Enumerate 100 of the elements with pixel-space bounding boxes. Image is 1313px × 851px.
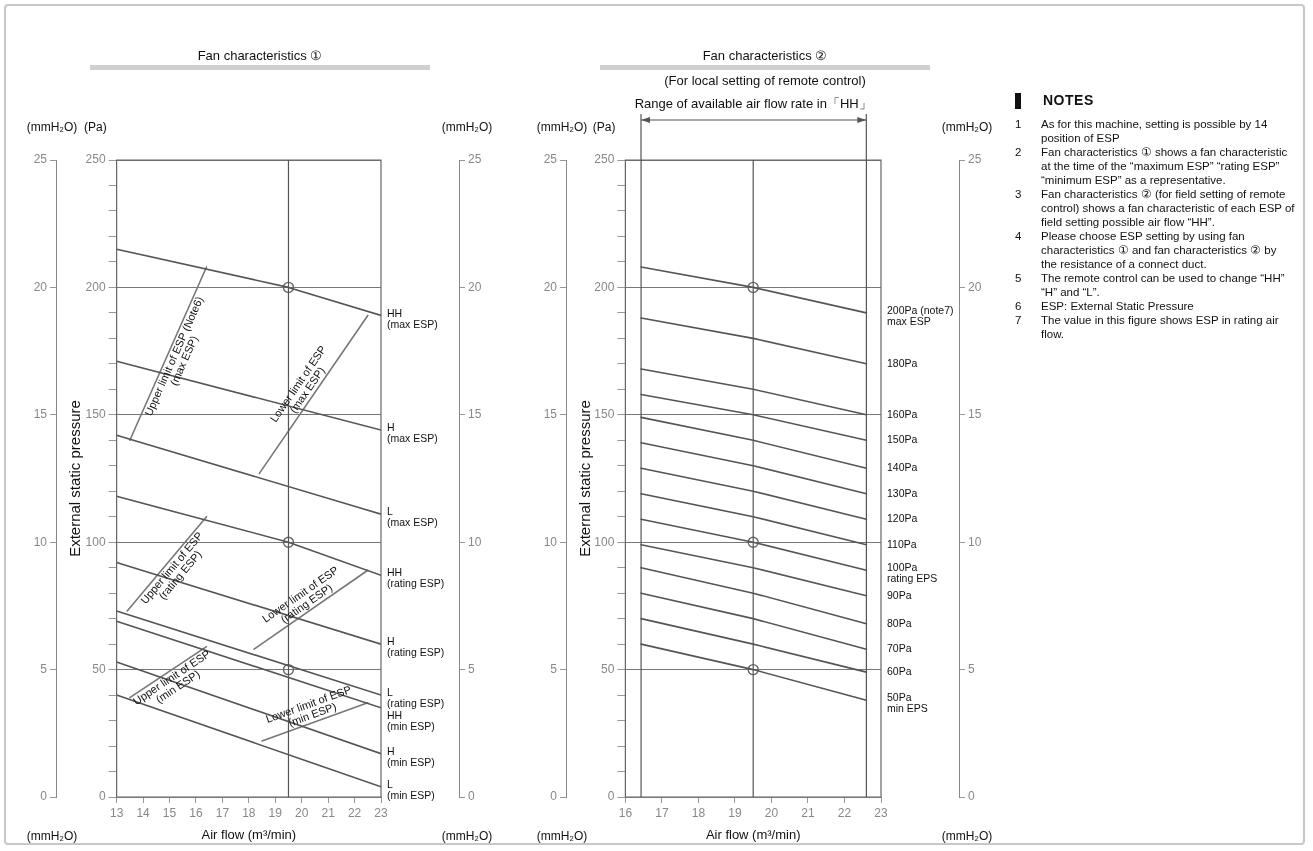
y2-tick-label: 15	[33, 407, 48, 422]
y2-tick-label: 20	[33, 279, 48, 294]
y-tick-label: 200	[594, 279, 615, 294]
x-tick-label: 17	[215, 805, 230, 820]
y3-tick-label: 20	[468, 279, 482, 294]
x-tick-label: 20	[295, 805, 309, 820]
y2-axis-title: (mmH₂O)	[26, 120, 78, 135]
y3-axis-title: (mmH₂O)	[941, 120, 993, 135]
series-label: H (rating ESP)	[387, 635, 445, 659]
series-label: H (max ESP)	[387, 421, 438, 445]
text: 5 The remote control can be used to change “HH” “H” and “L”.	[1015, 272, 1285, 299]
text: NOTES	[1043, 92, 1094, 108]
y-tick-label: 250	[594, 152, 615, 167]
y-tick-label: 100	[85, 534, 106, 549]
series-label: 100Pa rating EPS	[887, 561, 938, 585]
y2-tick-label: 15	[543, 407, 558, 422]
y3-tick-label: 10	[468, 534, 482, 549]
series-label: L (rating ESP)	[387, 686, 445, 710]
series-label: 110Pa	[887, 537, 917, 550]
x-tick-label: 14	[136, 805, 151, 820]
y3-tick-label: 20	[968, 279, 982, 294]
x-tick-label: 15	[162, 805, 177, 820]
text: (mmH₂O)	[26, 829, 78, 844]
y3-tick-label: 10	[968, 534, 982, 549]
series-label: 90Pa	[887, 588, 912, 601]
x-tick-label: 16	[189, 805, 203, 820]
text: (mmH₂O)	[536, 829, 588, 844]
y2-tick-label: 10	[33, 534, 48, 549]
x-tick-label: 16	[618, 805, 633, 820]
y-tick-label: 0	[98, 789, 106, 804]
series-label: 140Pa	[887, 461, 918, 474]
series-label: L (max ESP)	[387, 505, 438, 529]
series-label: H (min ESP)	[387, 744, 435, 768]
y2-tick-label: 0	[40, 789, 48, 804]
series-label: 200Pa (note7) max ESP	[887, 304, 954, 328]
x-tick-label: 18	[691, 805, 706, 820]
series-label: 120Pa	[887, 512, 918, 525]
chart-title: Fan characteristics ①	[90, 48, 430, 70]
series-label: HH (rating ESP)	[387, 566, 445, 590]
y3-tick-label: 0	[468, 789, 475, 804]
x-tick-label: 23	[374, 805, 388, 820]
x-tick-label: 17	[655, 805, 669, 820]
text: 1 As for this machine, setting is possible by 14 position of ESP	[1015, 118, 1268, 145]
y3-tick-label: 5	[968, 661, 975, 676]
x-tick-label: 20	[764, 805, 779, 820]
y3-tick-label: 25	[968, 152, 982, 167]
y-tick-label: 100	[594, 534, 615, 549]
x-axis-title: Air flow (m³/min)	[705, 826, 801, 842]
x-tick-label: 23	[874, 805, 888, 820]
series-label: 180Pa	[887, 356, 918, 369]
series-label: HH (max ESP)	[387, 306, 438, 330]
chart-title: Fan characteristics ②	[600, 48, 930, 70]
y3-axis-title: (mmH₂O)	[441, 120, 493, 135]
x-tick-label: 19	[268, 805, 283, 820]
x-axis-title: Air flow (m³/min)	[201, 826, 297, 842]
y2-tick-label: 25	[543, 152, 558, 167]
x-tick-label: 21	[321, 805, 336, 820]
series-label: 130Pa	[887, 486, 918, 499]
x-tick-label: 18	[242, 805, 256, 820]
y3-tick-label: 15	[968, 407, 982, 422]
y3-tick-label: 25	[468, 152, 482, 167]
text: (Pa)	[592, 120, 616, 135]
y2-tick-label: 25	[33, 152, 48, 167]
text: 7 The value in this figure shows ESP in rating air flow.	[1015, 314, 1279, 341]
series-label: 80Pa	[887, 616, 912, 629]
y-tick-label: 0	[607, 789, 615, 804]
x-tick-label: 19	[728, 805, 742, 820]
series-label: L (min ESP)	[387, 777, 435, 801]
text: Lower limit of ESP (min ESP)	[264, 683, 353, 729]
y3-tick-label: 15	[468, 407, 482, 422]
series-label: HH (min ESP)	[387, 709, 435, 733]
y2-tick-label: 10	[543, 534, 558, 549]
chart-subtitle: (For local setting of remote control)	[663, 73, 867, 88]
text: (Pa)	[83, 120, 107, 135]
y3-tick-label: 5	[468, 661, 475, 676]
y2-tick-label: 0	[550, 789, 558, 804]
text: 3 Fan characteristics ② (for field setting of remote control) shows a fan characteristic of each ESP of field setting possible air flow “HH”.	[1015, 188, 1295, 229]
y3-tick-label: 0	[968, 789, 975, 804]
x-tick-label: 22	[347, 805, 362, 820]
y-tick-label: 50	[92, 661, 106, 676]
y-tick-label: 200	[85, 279, 106, 294]
text: (mmH₂O)	[941, 829, 993, 844]
series-label: 50Pa min EPS	[887, 691, 928, 715]
x-tick-label: 13	[109, 805, 124, 820]
text: Range of available air flow rate in「HH」	[634, 95, 872, 111]
y2-axis-title: (mmH₂O)	[536, 120, 588, 135]
x-tick-label: 21	[801, 805, 815, 820]
y-axis-title: External static pressure	[576, 400, 594, 557]
x-tick-label: 22	[837, 805, 852, 820]
series-label: 150Pa	[887, 433, 918, 446]
y2-tick-label: 5	[550, 661, 558, 676]
series-label: 160Pa	[887, 407, 918, 420]
y-tick-label: 150	[85, 407, 106, 422]
series-label: 60Pa	[887, 665, 912, 678]
y2-tick-label: 20	[543, 279, 558, 294]
text: (mmH₂O)	[441, 829, 493, 844]
y-tick-label: 250	[85, 152, 106, 167]
text: 2 Fan characteristics ① shows a fan characteristic at the time of the “maximum ESP” “rating ESP” “minimum ESP” as a representative.	[1015, 146, 1288, 187]
y-tick-label: 50	[601, 661, 615, 676]
text: 6 ESP: External Static Pressure	[1015, 300, 1194, 313]
